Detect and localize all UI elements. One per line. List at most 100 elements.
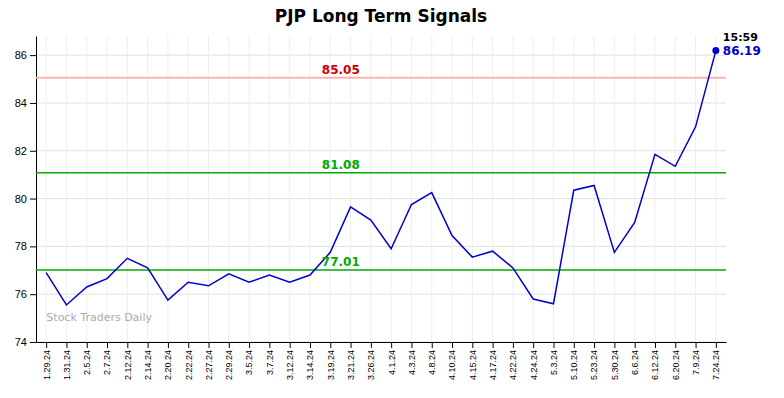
grid-line-y [36,294,726,295]
y-tick: 74 [15,336,36,348]
x-tick-label: 5.3.24 [549,350,559,375]
x-tick: 3.26.24 [366,342,376,380]
grid-line-x [695,36,696,342]
grid-line-x [452,36,453,342]
x-tick-mark [635,342,636,348]
x-tick-label: 3.14.24 [305,350,315,380]
x-tick-label: 2.5.24 [82,350,92,375]
x-tick-mark [675,342,676,348]
x-tick: 6.12.24 [650,342,660,380]
x-tick-label: 2.12.24 [123,350,133,380]
annotations: 85.0581.0877.0186.1915:59Stock Traders D… [46,31,760,324]
x-tick-mark [655,342,656,348]
x-tick-label: 6.6.24 [630,350,640,375]
x-tick-label: 4.15.24 [468,350,478,380]
x-tick-label: 4.8.24 [427,350,437,375]
x-tick-label: 3.5.24 [244,350,254,375]
x-tick-label: 6.12.24 [650,350,660,380]
x-tick: 5.3.24 [549,342,559,375]
grid-line-x [269,36,270,342]
grid-line-x [107,36,108,342]
x-tick: 2.29.24 [224,342,234,380]
x-tick-mark [452,342,453,348]
x-tick: 4.10.24 [447,342,457,380]
x-tick-mark [351,342,352,348]
x-tick-mark [432,342,433,348]
last-point [712,47,719,54]
x-tick: 1.29.24 [42,342,52,380]
grid-line-x [715,36,716,342]
x-tick-label: 3.26.24 [366,350,376,380]
x-axis: 1.29.241.31.242.5.242.7.242.12.242.14.24… [37,342,727,380]
reference-line-label: 85.05 [322,63,360,77]
y-tick-label: 76 [15,288,27,300]
y-tick-mark [30,151,36,152]
x-tick-mark [493,342,494,348]
x-tick-mark [269,342,270,348]
x-tick: 4.17.24 [488,342,498,380]
x-tick: 2.20.24 [163,342,173,380]
chart: 1.29.241.31.242.5.242.7.242.12.242.14.24… [0,0,784,398]
price-line [46,51,716,305]
x-tick: 3.19.24 [326,342,336,380]
x-tick-mark [411,342,412,348]
x-tick: 6.6.24 [630,342,640,375]
x-tick-mark [716,342,717,348]
grid-line-x [634,36,635,342]
x-axis-line [37,342,727,343]
x-tick-mark [533,342,534,348]
y-tick: 78 [15,240,36,252]
x-tick-label: 4.24.24 [529,350,539,380]
grid-line-x [675,36,676,342]
x-tick-mark [87,342,88,348]
grid-line-x [309,36,310,342]
x-tick-label: 7.9.24 [691,350,701,375]
x-tick-mark [127,342,128,348]
y-tick-label: 84 [15,97,27,109]
grid-line-x [208,36,209,342]
x-tick: 2.14.24 [143,342,153,380]
x-tick: 4.3.24 [407,342,417,375]
reference-line [36,172,726,174]
plot-area: 1.29.241.31.242.5.242.7.242.12.242.14.24… [15,31,761,380]
x-tick-mark [66,342,67,348]
grid-line-x [249,36,250,342]
x-tick-mark [594,342,595,348]
x-tick: 3.12.24 [285,342,295,380]
grid-line-x [614,36,615,342]
grid-line-x [289,36,290,342]
x-tick-label: 3.21.24 [346,350,356,380]
x-tick: 4.24.24 [529,342,539,380]
y-axis-line [36,37,37,343]
y-tick: 82 [15,145,36,157]
reference-line [36,77,726,79]
y-tick: 86 [15,49,36,61]
x-tick-mark [371,342,372,348]
last-time-label: 15:59 [723,31,758,44]
grid-line-x [411,36,412,342]
x-tick-mark [574,342,575,348]
x-tick: 7.24.24 [711,342,721,380]
y-axis: 74767880828486 [15,37,37,349]
x-tick-label: 1.31.24 [62,350,72,380]
y-tick-mark [30,55,36,56]
x-tick-mark [554,342,555,348]
x-tick-mark [249,342,250,348]
y-tick-label: 82 [15,145,27,157]
x-tick-mark [148,342,149,348]
x-tick-label: 5.23.24 [589,350,599,380]
y-tick-mark [30,199,36,200]
grid-line-x [127,36,128,342]
reference-line [36,269,726,271]
x-tick-label: 4.17.24 [488,350,498,380]
grid-line-x [228,36,229,342]
x-tick-label: 2.14.24 [143,350,153,380]
grid-line-y [36,198,726,199]
grid-line-x [654,36,655,342]
grid-line-x [553,36,554,342]
x-tick: 4.22.24 [508,342,518,380]
last-price-label: 86.19 [723,44,761,58]
grid-line-x [66,36,67,342]
x-tick: 4.15.24 [468,342,478,380]
grid-line-x [512,36,513,342]
